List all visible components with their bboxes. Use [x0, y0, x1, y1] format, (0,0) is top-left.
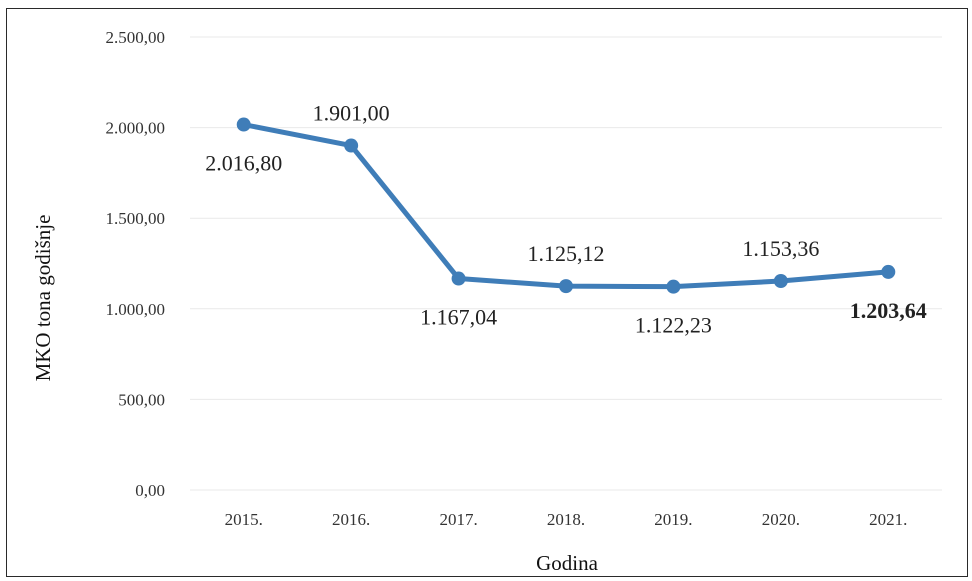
data-point	[881, 264, 896, 279]
x-tick-label: 2021.	[869, 510, 907, 529]
y-tick-label: 1.500,00	[106, 209, 166, 228]
data-label: 1.203,64	[850, 298, 927, 323]
data-point	[559, 279, 573, 294]
x-tick-label: 2019.	[654, 510, 692, 529]
x-tick-label: 2016.	[332, 510, 370, 529]
y-tick-label: 2.500,00	[106, 28, 166, 47]
y-tick-label: 0,00	[135, 481, 165, 500]
data-label: 1.901,00	[313, 101, 390, 126]
gridlines	[190, 36, 942, 491]
series-line-group	[236, 117, 896, 294]
data-point	[236, 117, 251, 132]
x-tick-label: 2020.	[762, 510, 800, 529]
data-label: 2.016,80	[205, 151, 282, 176]
x-tick-label: 2017.	[439, 510, 477, 529]
x-tick-label: 2015.	[225, 510, 263, 529]
x-axis-title: Godina	[536, 551, 599, 575]
x-tick-label: 2018.	[547, 510, 585, 529]
data-label: 1.153,36	[742, 236, 819, 261]
y-tick-label: 500,00	[118, 390, 165, 409]
data-point	[666, 279, 681, 294]
x-axis-tick-labels: 2015. 2016. 2017. 2018. 2019. 2020. 2021.	[225, 510, 908, 529]
data-label: 1.122,23	[635, 313, 712, 338]
data-point	[451, 271, 466, 286]
data-label: 1.125,12	[528, 241, 605, 266]
data-point	[344, 138, 359, 153]
data-point	[773, 274, 788, 289]
data-label: 1.167,04	[420, 305, 497, 330]
y-tick-label: 2.000,00	[106, 119, 166, 138]
y-tick-label: 1.000,00	[106, 300, 166, 319]
data-labels: 2.016,80 1.901,00 1.167,04 1.125,12 1.122,23…	[205, 101, 927, 338]
chart-frame	[6, 8, 968, 577]
y-axis-tick-labels: 0,00 500,00 1.000,00 1.500,00 2.000,00 2.500,…	[106, 28, 166, 500]
y-axis-title: MKO tona godišnje	[31, 215, 55, 382]
